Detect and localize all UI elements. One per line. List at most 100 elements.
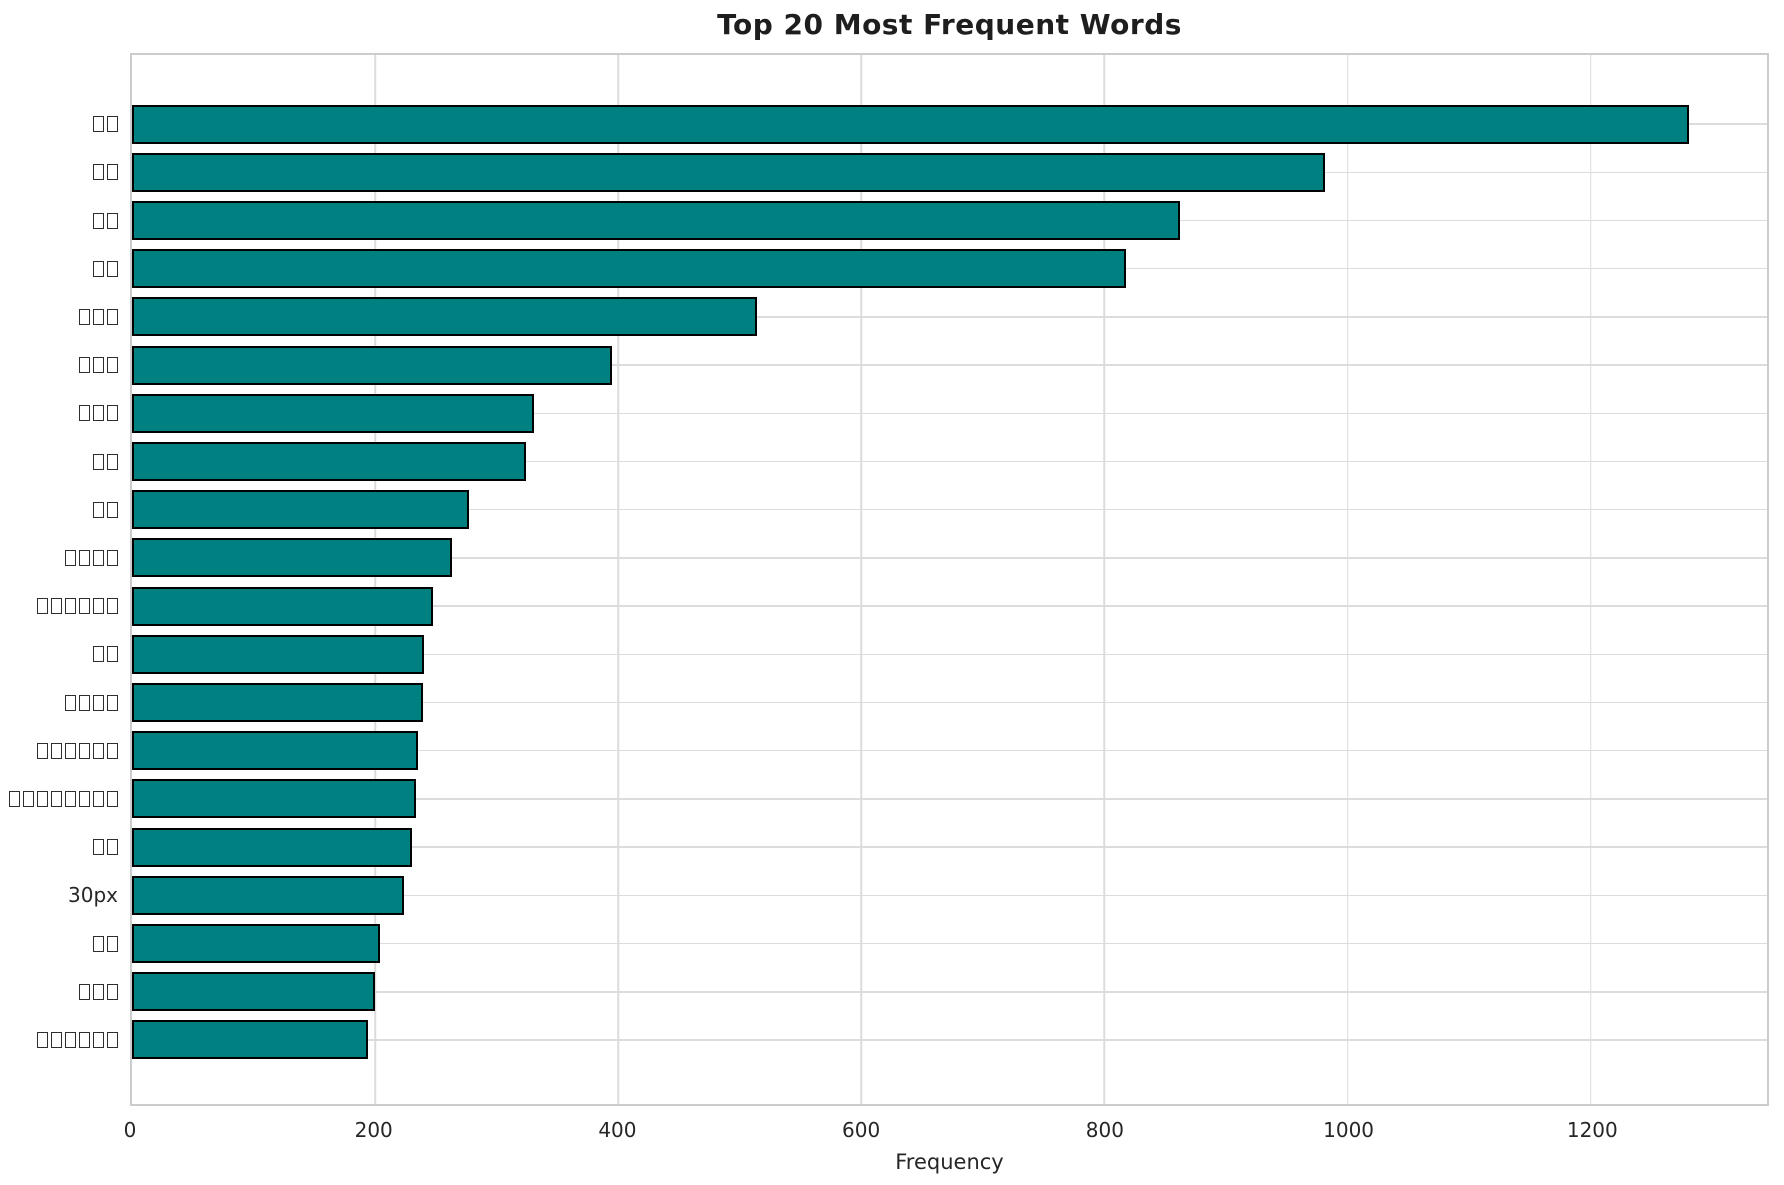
vertical-gridline (1346, 55, 1349, 1104)
missing-glyph-box (23, 790, 34, 807)
bar (132, 586, 434, 626)
missing-glyph-box (93, 839, 104, 856)
missing-glyph-box (79, 1031, 90, 1048)
missing-glyph-box (37, 742, 48, 759)
horizontal-gridline (132, 557, 1767, 559)
bar (132, 875, 405, 915)
bar (132, 683, 423, 723)
vertical-gridline (617, 55, 619, 1104)
bar (132, 827, 412, 867)
bar-row (93, 919, 1767, 967)
missing-glyph-box (65, 1031, 76, 1048)
x-tick-label: 1000 (1323, 1118, 1375, 1142)
missing-glyph-box (93, 453, 104, 470)
missing-glyph-box (107, 790, 118, 807)
missing-glyph-box (107, 694, 118, 711)
missing-glyph-box (107, 501, 118, 518)
bar-row (93, 630, 1767, 678)
bar-row: 30px (68, 871, 1767, 919)
x-tick-label: 800 (1085, 1118, 1124, 1142)
bar-row (93, 823, 1767, 871)
y-tick-label (93, 646, 118, 663)
missing-glyph-box (93, 1031, 104, 1048)
y-tick-label (79, 357, 118, 374)
missing-glyph-box (51, 790, 62, 807)
missing-glyph-box (9, 790, 20, 807)
horizontal-gridline (132, 316, 1767, 318)
missing-glyph-box (107, 405, 118, 422)
missing-glyph-box (93, 983, 104, 1000)
missing-glyph-box (107, 983, 118, 1000)
y-tick-label (93, 212, 118, 229)
horizontal-gridline (132, 942, 1767, 945)
horizontal-gridline (132, 1039, 1767, 1041)
missing-glyph-box (93, 260, 104, 277)
y-tick-label (79, 983, 118, 1000)
horizontal-gridline (132, 653, 1767, 656)
x-tick-label: 200 (354, 1118, 393, 1142)
y-tick-label (9, 790, 118, 807)
x-tick-label: 600 (842, 1118, 881, 1142)
horizontal-gridline (132, 749, 1767, 752)
missing-glyph-box (37, 790, 48, 807)
missing-glyph-box (65, 549, 76, 566)
bar (132, 1020, 368, 1060)
bar-row (79, 968, 1767, 1016)
bar (132, 924, 380, 964)
x-axis-label: Frequency (895, 1150, 1004, 1174)
missing-glyph-box (107, 116, 118, 133)
bar-row (65, 678, 1767, 726)
missing-glyph-box (93, 501, 104, 518)
bar-row (65, 534, 1767, 582)
vertical-gridline (1103, 55, 1106, 1104)
bar (132, 201, 1180, 240)
missing-glyph-box (79, 357, 90, 374)
missing-glyph-box (93, 212, 104, 229)
bar-row (79, 341, 1767, 389)
missing-glyph-box (93, 694, 104, 711)
missing-glyph-box (79, 983, 90, 1000)
horizontal-gridline (132, 508, 1767, 511)
missing-glyph-box (51, 598, 62, 615)
y-tick-label (37, 742, 118, 759)
missing-glyph-box (79, 790, 90, 807)
x-tick-label: 1200 (1566, 1118, 1618, 1142)
bar-row (37, 727, 1767, 775)
y-tick-label (93, 935, 118, 952)
horizontal-gridline (132, 701, 1767, 704)
missing-glyph-box (93, 790, 104, 807)
missing-glyph-box (37, 598, 48, 615)
missing-glyph-box (93, 308, 104, 325)
bar-row (79, 293, 1767, 341)
missing-glyph-box (51, 742, 62, 759)
bar (132, 731, 418, 771)
bar (132, 442, 526, 482)
bar (132, 152, 1325, 192)
bar-row (93, 100, 1767, 148)
horizontal-gridline (132, 991, 1767, 993)
bar-row (93, 486, 1767, 534)
y-tick-label (79, 308, 118, 325)
y-tick-label (93, 453, 118, 470)
missing-glyph-box (107, 164, 118, 181)
y-tick-label (93, 839, 118, 856)
missing-glyph-box (93, 357, 104, 374)
missing-glyph-box (65, 742, 76, 759)
missing-glyph-box (107, 742, 118, 759)
x-axis: 0 200 400 600 800 1000 1200 (124, 1118, 1769, 1148)
horizontal-gridline (132, 894, 1767, 897)
y-tick-label (65, 694, 118, 711)
chart-title: Top 20 Most Frequent Words (717, 8, 1182, 41)
y-tick-label (37, 598, 118, 615)
missing-glyph-box (93, 549, 104, 566)
bar (132, 972, 376, 1012)
bar-row (93, 148, 1767, 196)
horizontal-gridline (132, 798, 1767, 800)
bar-row (79, 389, 1767, 437)
vertical-gridline (374, 55, 376, 1104)
missing-glyph-box (93, 742, 104, 759)
y-tick-label: 30px (68, 883, 118, 908)
bar-row (93, 245, 1767, 293)
bar (132, 779, 417, 819)
